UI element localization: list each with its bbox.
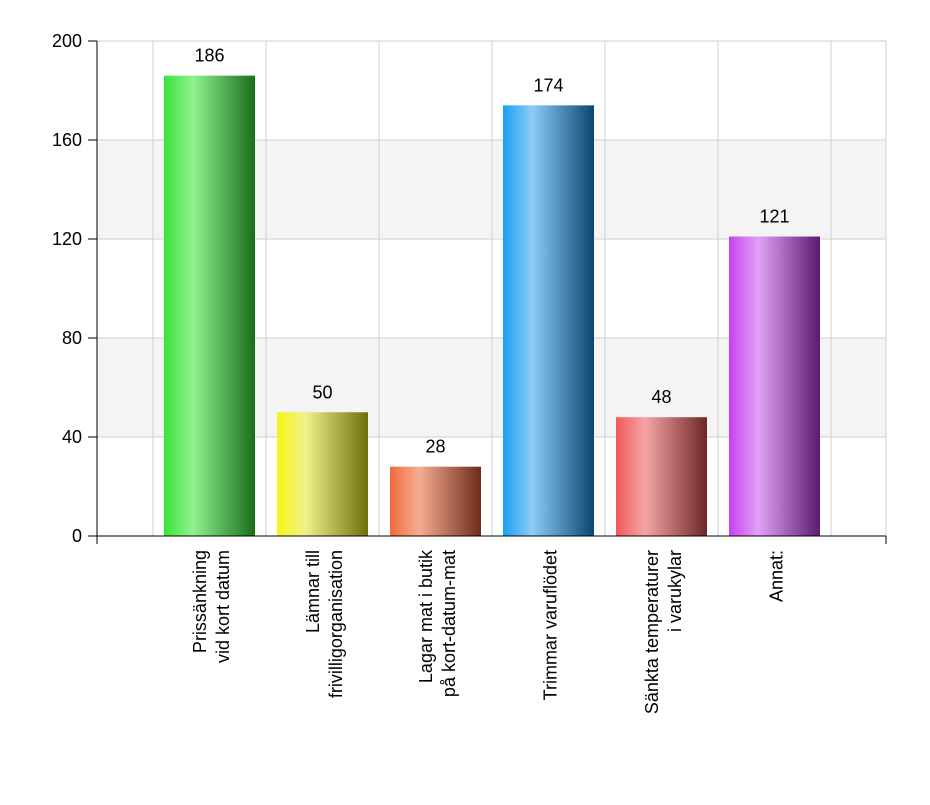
x-tick-label-line: Annat: <box>767 550 787 602</box>
y-tick-label: 160 <box>52 130 82 150</box>
x-tick-label-line: Sänkta temperaturer <box>642 550 662 714</box>
x-tick-label-line: Lämnar till <box>303 550 323 633</box>
x-tick-label-line: Prissänkning <box>190 550 210 653</box>
x-tick-label-line: i varukylar <box>665 550 685 632</box>
x-tick-label-line: Trimmar varuflödet <box>541 550 561 700</box>
x-tick-labels: Prissänkning vid kort datum Lämnar till fri… <box>190 549 787 714</box>
x-tick-label: Lagar mat i butik på kort-datum-mat <box>416 549 459 697</box>
bars <box>164 75 820 537</box>
data-labels: 186 50 28 174 48 121 <box>194 46 789 457</box>
y-tick-label: 120 <box>52 229 82 249</box>
x-tick-label-line: frivilligorganisation <box>326 550 346 698</box>
data-label: 50 <box>312 382 332 402</box>
x-tick-label: Prissänkning vid kort datum <box>190 550 233 663</box>
y-tick-label: 80 <box>62 328 82 348</box>
data-label: 28 <box>425 437 445 457</box>
bar <box>390 466 481 536</box>
x-tick-label-line: på kort-datum-mat <box>439 550 459 697</box>
x-tick-label: Lämnar till frivilligorganisation <box>303 550 346 698</box>
data-label: 48 <box>651 387 671 407</box>
data-label: 174 <box>533 75 563 95</box>
x-tick-label-line: vid kort datum <box>213 550 233 663</box>
x-tick-label: Annat: <box>767 550 787 602</box>
bar <box>729 236 820 536</box>
x-tick-label-line: Lagar mat i butik <box>416 549 436 683</box>
y-tick-label: 0 <box>72 526 82 546</box>
x-tick-label: Sänkta temperaturer i varukylar <box>642 550 685 714</box>
bar <box>503 105 594 536</box>
data-label: 121 <box>759 207 789 227</box>
bar <box>164 75 255 537</box>
bar <box>616 417 707 536</box>
data-label: 186 <box>194 46 224 66</box>
x-tick-label: Trimmar varuflödet <box>541 550 561 700</box>
axes <box>88 40 887 544</box>
y-tick-label: 40 <box>62 427 82 447</box>
y-tick-label: 200 <box>52 31 82 51</box>
bar <box>277 412 368 536</box>
y-tick-labels: 0 40 80 120 160 200 <box>52 31 82 546</box>
